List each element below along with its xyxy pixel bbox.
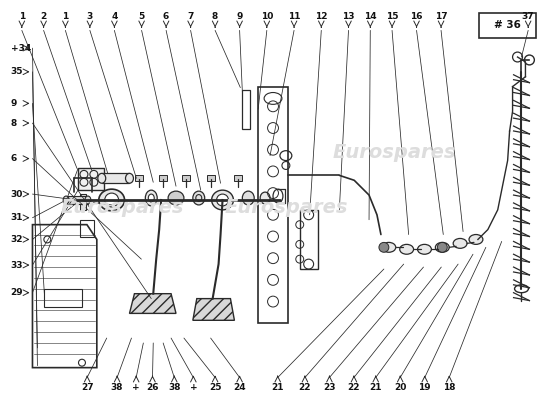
Text: +34: +34: [10, 44, 31, 53]
Ellipse shape: [243, 191, 254, 205]
Bar: [479, 13, 536, 38]
Text: 18: 18: [443, 383, 455, 392]
Bar: [182, 175, 190, 181]
Text: 31: 31: [10, 213, 23, 222]
Text: 20: 20: [394, 383, 406, 392]
Text: 32: 32: [10, 235, 23, 244]
Text: 25: 25: [209, 383, 221, 392]
Text: 16: 16: [410, 12, 423, 21]
Ellipse shape: [417, 244, 431, 254]
Ellipse shape: [382, 242, 396, 252]
Polygon shape: [32, 225, 97, 368]
Text: 22: 22: [299, 383, 311, 392]
Bar: [45, 289, 82, 306]
Text: 11: 11: [288, 12, 300, 21]
Ellipse shape: [400, 244, 414, 254]
Text: 38: 38: [168, 383, 180, 392]
Text: 6: 6: [10, 154, 17, 163]
Text: Eurospares: Eurospares: [61, 198, 184, 217]
Ellipse shape: [168, 191, 184, 205]
Text: 2: 2: [41, 12, 47, 21]
Bar: [66, 196, 88, 204]
Ellipse shape: [85, 196, 91, 204]
Text: Eurospares: Eurospares: [224, 198, 348, 217]
Text: 30: 30: [10, 190, 23, 198]
Bar: [78, 168, 104, 190]
Bar: [300, 210, 317, 269]
Text: 19: 19: [419, 383, 431, 392]
Text: 33: 33: [10, 260, 23, 270]
Text: 21: 21: [370, 383, 382, 392]
Text: 10: 10: [261, 12, 273, 21]
Ellipse shape: [453, 238, 467, 248]
Circle shape: [437, 242, 447, 252]
Ellipse shape: [104, 193, 119, 207]
Circle shape: [379, 242, 389, 252]
Ellipse shape: [193, 191, 205, 205]
Bar: [80, 194, 86, 210]
Text: 35: 35: [10, 67, 23, 76]
Text: 8: 8: [212, 12, 218, 21]
Ellipse shape: [125, 173, 134, 183]
Text: 29: 29: [10, 288, 23, 297]
Bar: [258, 86, 288, 323]
Ellipse shape: [148, 194, 154, 202]
Text: 6: 6: [163, 12, 169, 21]
Text: 14: 14: [364, 12, 377, 21]
Text: 5: 5: [139, 12, 145, 21]
Polygon shape: [193, 299, 234, 320]
Ellipse shape: [436, 242, 449, 252]
Text: 13: 13: [342, 12, 355, 21]
Text: 22: 22: [348, 383, 360, 392]
Text: 26: 26: [146, 383, 159, 392]
Bar: [80, 220, 94, 238]
Text: 37: 37: [522, 12, 535, 21]
Ellipse shape: [145, 190, 157, 206]
Text: 38: 38: [111, 383, 123, 392]
Text: +: +: [133, 383, 140, 392]
Text: 7: 7: [188, 12, 194, 21]
Ellipse shape: [99, 189, 124, 211]
Polygon shape: [129, 294, 176, 314]
Text: 8: 8: [10, 118, 17, 128]
Text: 23: 23: [323, 383, 336, 392]
Text: 1: 1: [62, 12, 69, 21]
Ellipse shape: [98, 173, 106, 183]
Bar: [159, 175, 167, 181]
Text: 1: 1: [19, 12, 25, 21]
Text: # 36: # 36: [494, 20, 521, 30]
Bar: [102, 173, 129, 183]
Ellipse shape: [469, 234, 483, 244]
Bar: [207, 175, 215, 181]
Text: 27: 27: [81, 383, 94, 392]
Text: 9: 9: [10, 99, 17, 108]
Ellipse shape: [212, 190, 233, 210]
Ellipse shape: [260, 192, 270, 204]
Bar: [234, 175, 243, 181]
Text: 9: 9: [236, 12, 243, 21]
Bar: [135, 175, 144, 181]
Text: 24: 24: [233, 383, 246, 392]
Bar: [243, 90, 250, 129]
Ellipse shape: [63, 196, 69, 204]
Text: 15: 15: [386, 12, 398, 21]
Text: 12: 12: [315, 12, 328, 21]
Text: 4: 4: [111, 12, 118, 21]
Ellipse shape: [217, 194, 228, 206]
Text: 17: 17: [434, 12, 447, 21]
Text: Eurospares: Eurospares: [333, 143, 456, 162]
Text: +: +: [190, 383, 197, 392]
Text: 21: 21: [272, 383, 284, 392]
Text: 3: 3: [87, 12, 93, 21]
